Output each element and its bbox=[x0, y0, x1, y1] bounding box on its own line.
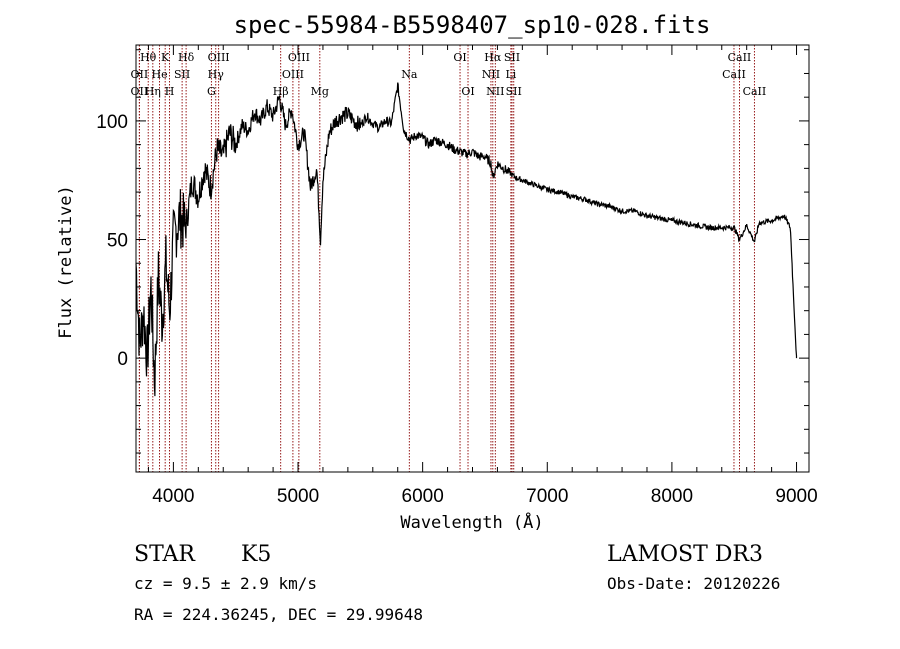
spectral-line-label: SII bbox=[174, 68, 190, 81]
x-tick-label: 7000 bbox=[526, 486, 568, 507]
spectral-line-label: NII bbox=[486, 85, 504, 98]
spectral-line-label: Na bbox=[401, 68, 418, 81]
spectral-line-label: OIII bbox=[208, 51, 230, 64]
spectral-line-label: CaII bbox=[722, 68, 746, 81]
spectral-line-label: OII bbox=[131, 68, 149, 81]
y-tick-label: 0 bbox=[117, 349, 128, 370]
spectral-line-label: Hβ bbox=[273, 85, 289, 98]
spectral-line-label: Hθ bbox=[140, 51, 157, 64]
spectral-line-label: OI bbox=[453, 51, 466, 64]
spectral-line-label: Hα bbox=[484, 51, 502, 64]
axis-tick-labels: 4000 5000 6000 7000 8000 9000 0 50 100 bbox=[96, 112, 817, 507]
spectral-line-label: H bbox=[165, 85, 175, 98]
spectral-line-label: OIII bbox=[282, 68, 304, 81]
spectral-line-label: Li bbox=[505, 68, 516, 81]
object-class: STAR bbox=[134, 542, 196, 567]
spectral-line-label: OIII bbox=[288, 51, 310, 64]
survey-name: LAMOST DR3 bbox=[607, 542, 763, 567]
x-tick-label: 8000 bbox=[651, 486, 693, 507]
spectral-line-label: CaII bbox=[728, 51, 752, 64]
x-tick-label: 5000 bbox=[277, 486, 319, 507]
x-tick-label: 9000 bbox=[775, 486, 817, 507]
spectral-line-label: CaII bbox=[743, 85, 767, 98]
y-tick-label: 50 bbox=[107, 231, 128, 252]
x-tick-label: 6000 bbox=[402, 486, 444, 507]
coordinates: RA = 224.36245, DEC = 29.99648 bbox=[134, 605, 423, 624]
plot-frame bbox=[135, 44, 810, 473]
y-axis-label: Flux (relative) bbox=[56, 185, 76, 339]
x-tick-label: 4000 bbox=[152, 486, 194, 507]
spectral-line-label: OII bbox=[131, 85, 149, 98]
obs-date: Obs-Date: 20120226 bbox=[607, 574, 780, 593]
spectral-line-label: NII bbox=[482, 68, 500, 81]
spectral-line-label: Mg bbox=[311, 85, 329, 98]
spectral-line-label: OI bbox=[461, 85, 474, 98]
spectral-line-label: SII bbox=[504, 51, 520, 64]
spectral-line-label: K bbox=[161, 51, 170, 64]
spectral-line-label: He bbox=[152, 68, 168, 81]
spectral-line-label: G bbox=[207, 85, 216, 98]
spectral-line-label: SII bbox=[506, 85, 522, 98]
spectral-line-label: Hη bbox=[145, 85, 161, 98]
chart-title: spec-55984-B5598407_sp10-028.fits bbox=[234, 11, 711, 39]
redshift-cz: cz = 9.5 ± 2.9 km/s bbox=[134, 574, 317, 593]
axis-ticks bbox=[136, 45, 809, 472]
spectral-line-label: Hγ bbox=[208, 68, 225, 81]
y-tick-label: 100 bbox=[96, 112, 128, 133]
object-subclass: K5 bbox=[241, 542, 271, 567]
x-axis-label: Wavelength (Å) bbox=[400, 511, 543, 533]
spectral-line-label: Hδ bbox=[178, 51, 195, 64]
spectral-lines-layer bbox=[138, 45, 755, 472]
spectrum-line bbox=[135, 82, 798, 397]
